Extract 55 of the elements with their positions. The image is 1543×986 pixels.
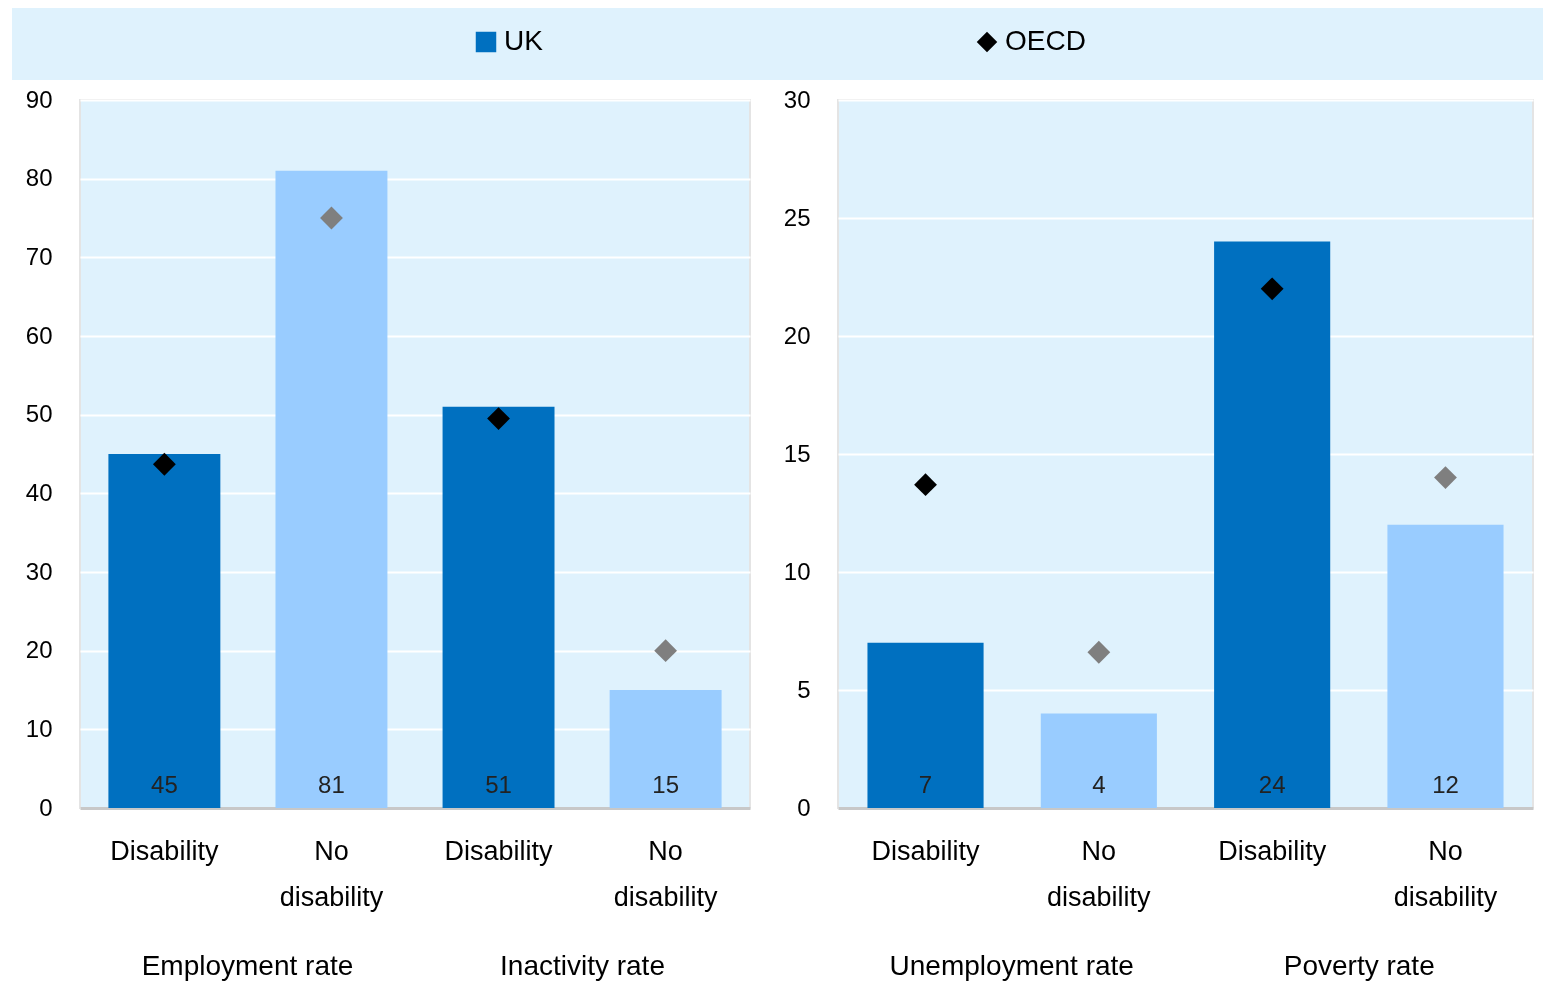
point — [654, 639, 678, 663]
bar — [108, 454, 221, 808]
point — [320, 206, 343, 230]
point — [914, 473, 937, 497]
data-label: 51 — [485, 771, 512, 798]
bar — [867, 642, 984, 808]
point — [152, 452, 176, 476]
bar — [609, 690, 722, 808]
data-label: 24 — [1258, 771, 1286, 798]
y-tick-label: 30 — [783, 85, 811, 113]
data-label: 4 — [1092, 771, 1106, 798]
bar — [1387, 524, 1504, 808]
x-tick-label: Disability — [871, 835, 981, 866]
y-tick-label: 10 — [783, 557, 811, 585]
y-tick-label: 25 — [783, 203, 811, 231]
point — [487, 407, 510, 430]
y-tick-label: 30 — [25, 557, 53, 585]
point — [1087, 640, 1111, 664]
text: Unemployment rate — [889, 950, 1134, 982]
x-tick-label: No disability — [613, 835, 718, 912]
x-tick-label: Disability — [1218, 835, 1327, 866]
y-tick-label: 50 — [25, 400, 53, 428]
y-tick-label: 15 — [783, 439, 811, 467]
data-label: 15 — [652, 771, 679, 798]
y-tick-label: 10 — [25, 714, 53, 742]
point — [1260, 277, 1284, 301]
x-tick-label: No disability — [1393, 835, 1498, 912]
y-tick-label: 0 — [39, 793, 53, 821]
y-tick-label: 20 — [25, 636, 53, 664]
bar — [1214, 241, 1331, 808]
text: Employment rate — [141, 950, 354, 982]
y-tick-label: 40 — [25, 478, 53, 506]
bar — [275, 170, 388, 808]
legend-label: OECD — [1005, 25, 1086, 56]
text: Poverty rate — [1283, 950, 1435, 982]
bar — [1040, 713, 1157, 808]
y-tick-label: 20 — [783, 321, 811, 349]
legend-label: UK — [504, 25, 544, 56]
x-tick-label: No disability — [279, 835, 384, 912]
data-label: 81 — [318, 771, 345, 798]
y-tick-label: 90 — [25, 85, 53, 113]
data-label: 12 — [1432, 771, 1459, 798]
y-tick-label: 5 — [797, 675, 811, 703]
x-tick-label: Disability — [444, 835, 554, 866]
point — [1434, 466, 1457, 489]
y-tick-label: 70 — [25, 242, 53, 270]
text: Inactivity rate — [500, 950, 665, 982]
x-tick-label: Disability — [110, 835, 219, 866]
data-label: 45 — [151, 771, 178, 798]
x-tick-label: No disability — [1047, 835, 1152, 912]
y-tick-label: 0 — [797, 793, 811, 821]
y-tick-label: 80 — [25, 164, 53, 192]
bar — [442, 406, 555, 808]
data-label: 7 — [918, 771, 933, 798]
y-tick-label: 60 — [25, 321, 53, 349]
